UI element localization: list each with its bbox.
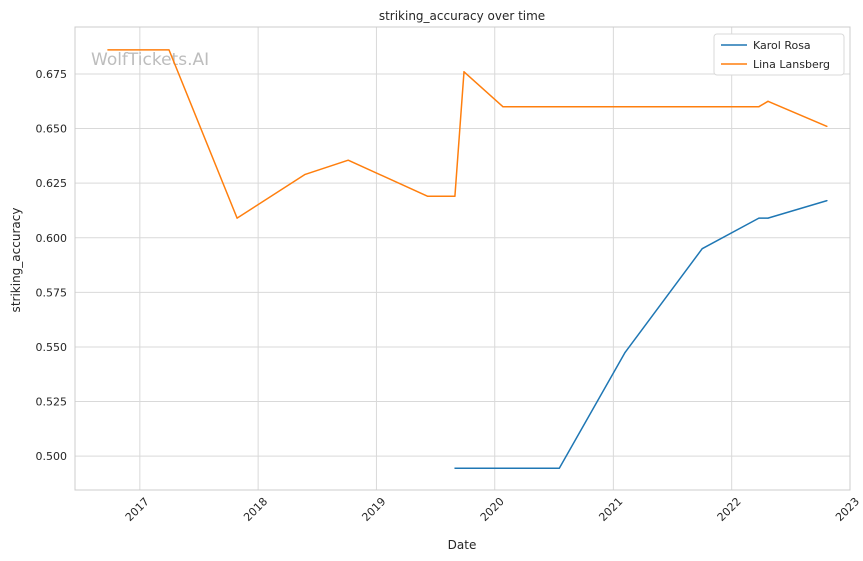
data-point-karol-rosa [767, 217, 769, 219]
data-point-karol-rosa [826, 200, 828, 202]
data-point-lina-lansberg [454, 195, 456, 197]
data-point-lina-lansberg [427, 195, 429, 197]
x-axis-ticks: 2017 2018 2019 2020 2021 2022 2023 [123, 495, 862, 524]
y-axis-ticks: 0.500 0.525 0.550 0.575 0.600 0.625 0.650 0.675 [36, 68, 68, 463]
x-tick-label: 2020 [478, 495, 507, 524]
x-tick-label: 2023 [833, 495, 862, 524]
x-tick-label: 2022 [715, 495, 744, 524]
y-tick-label: 0.500 [36, 450, 68, 463]
plot-frame [74, 26, 851, 491]
data-point-lina-lansberg [107, 49, 109, 51]
y-tick-label: 0.550 [36, 341, 68, 354]
y-tick-label: 0.600 [36, 232, 68, 245]
data-point-karol-rosa [558, 467, 560, 469]
data-point-lina-lansberg [168, 49, 170, 51]
legend-label-lina-lansberg: Lina Lansberg [753, 58, 830, 71]
data-point-lina-lansberg [758, 106, 760, 108]
data-point-karol-rosa [701, 248, 703, 250]
y-tick-label: 0.650 [36, 123, 68, 136]
y-tick-label: 0.625 [36, 177, 68, 190]
y-axis-title: striking_accuracy [9, 208, 23, 313]
y-tick-label: 0.675 [36, 68, 68, 81]
data-point-lina-lansberg [826, 125, 828, 127]
x-tick-label: 2018 [241, 495, 270, 524]
chart-title: striking_accuracy over time [379, 9, 545, 23]
legend-label-karol-rosa: Karol Rosa [753, 39, 811, 52]
y-tick-label: 0.575 [36, 286, 68, 299]
grid [75, 27, 851, 490]
legend: Karol Rosa Lina Lansberg [713, 33, 845, 76]
y-tick-label: 0.525 [36, 396, 68, 409]
x-axis-title: Date [448, 538, 477, 552]
data-point-lina-lansberg [347, 159, 349, 161]
series-layer [107, 49, 828, 469]
series-line-lina-lansberg [107, 49, 828, 219]
x-tick-label: 2017 [123, 495, 152, 524]
data-point-karol-rosa [454, 467, 456, 469]
data-point-lina-lansberg [304, 173, 306, 176]
series-line-karol-rosa [454, 199, 828, 469]
data-point-lina-lansberg [236, 217, 238, 219]
data-point-lina-lansberg [463, 71, 465, 73]
data-point-karol-rosa [624, 351, 626, 354]
data-point-karol-rosa [758, 217, 760, 219]
data-point-lina-lansberg [767, 100, 769, 102]
x-tick-label: 2019 [359, 495, 388, 524]
data-point-lina-lansberg [502, 106, 504, 108]
watermark: WolfTickets.AI [91, 50, 209, 70]
x-tick-label: 2021 [596, 495, 625, 524]
